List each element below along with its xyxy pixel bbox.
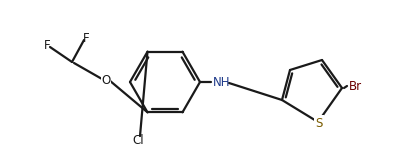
Text: NH: NH: [213, 75, 231, 89]
Text: S: S: [315, 116, 323, 130]
Text: F: F: [44, 38, 50, 51]
Text: O: O: [101, 73, 110, 87]
Text: Cl: Cl: [132, 134, 144, 146]
Text: F: F: [83, 32, 89, 45]
Text: Br: Br: [349, 79, 362, 93]
